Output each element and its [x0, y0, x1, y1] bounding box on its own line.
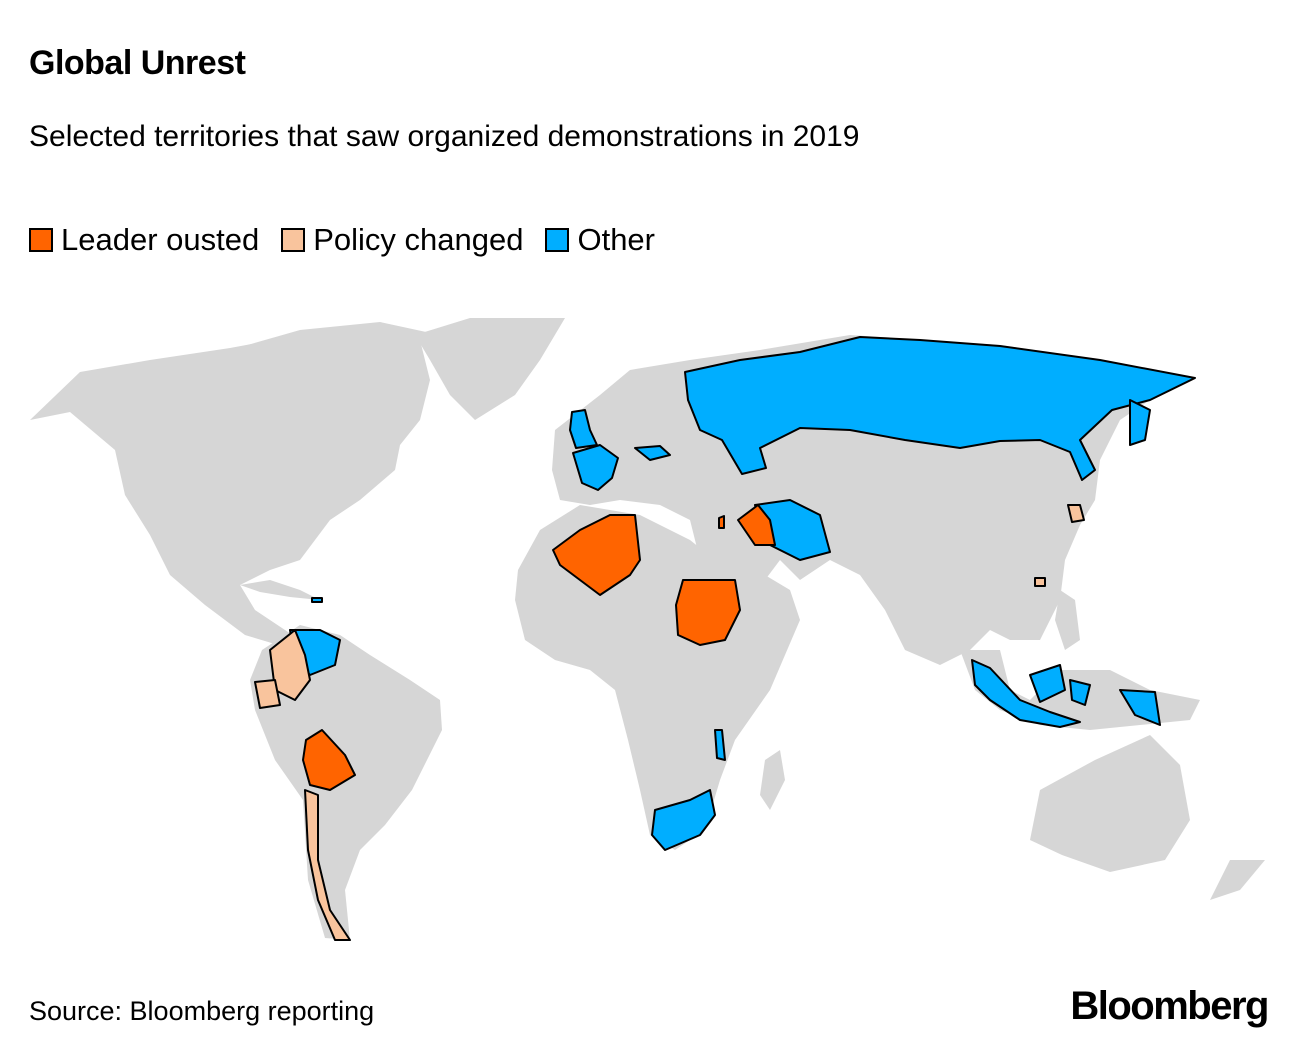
legend-swatch [281, 228, 306, 252]
legend-label: Leader ousted [61, 222, 260, 257]
legend-item-policy-changed: Policy changed [281, 222, 523, 258]
legend-swatch [29, 228, 53, 252]
country-russia [684, 336, 1196, 481]
country-chile [304, 789, 351, 941]
legend-item-leader-ousted: Leader ousted [29, 222, 259, 258]
chart-subtitle: Selected territories that saw organized … [29, 120, 860, 153]
country-south-korea [1067, 504, 1085, 523]
land-canada-islands [230, 322, 440, 360]
legend-swatch [545, 228, 570, 252]
chart-title: Global Unrest [29, 44, 246, 82]
source-note: Source: Bloomberg reporting [29, 996, 375, 1026]
land-philippines [1055, 590, 1080, 650]
country-hong-kong [1034, 577, 1046, 587]
country-japan [1129, 399, 1151, 446]
land-madagascar [760, 750, 785, 810]
legend-label: Policy changed [313, 222, 524, 257]
country-indonesia-borneo [1029, 664, 1066, 703]
country-iraq [737, 504, 776, 546]
country-lebanon [718, 515, 725, 529]
land-north-america [30, 330, 430, 650]
land-south-america [250, 625, 442, 940]
country-czech-republic [634, 445, 671, 461]
legend: Leader ousted Policy changed Other [29, 222, 677, 258]
country-malawi [714, 729, 726, 761]
country-ecuador [254, 679, 281, 709]
land-greenland [415, 318, 565, 420]
bloomberg-logo: Bloomberg [1070, 984, 1269, 1028]
country-bolivia [302, 729, 356, 791]
country-indonesia-sulawesi [1069, 679, 1091, 706]
legend-label: Other [577, 222, 655, 257]
country-haiti [311, 597, 323, 603]
country-algeria [552, 514, 641, 596]
country-papua-new-guinea [1119, 689, 1161, 726]
country-south-africa [651, 789, 716, 851]
legend-item-other: Other [545, 222, 655, 258]
country-france [572, 444, 619, 491]
land-new-zealand [1210, 860, 1265, 900]
land-australia [1030, 735, 1190, 872]
country-sudan [675, 579, 741, 646]
land-caribbean [240, 580, 320, 600]
country-indonesia [971, 659, 1081, 728]
